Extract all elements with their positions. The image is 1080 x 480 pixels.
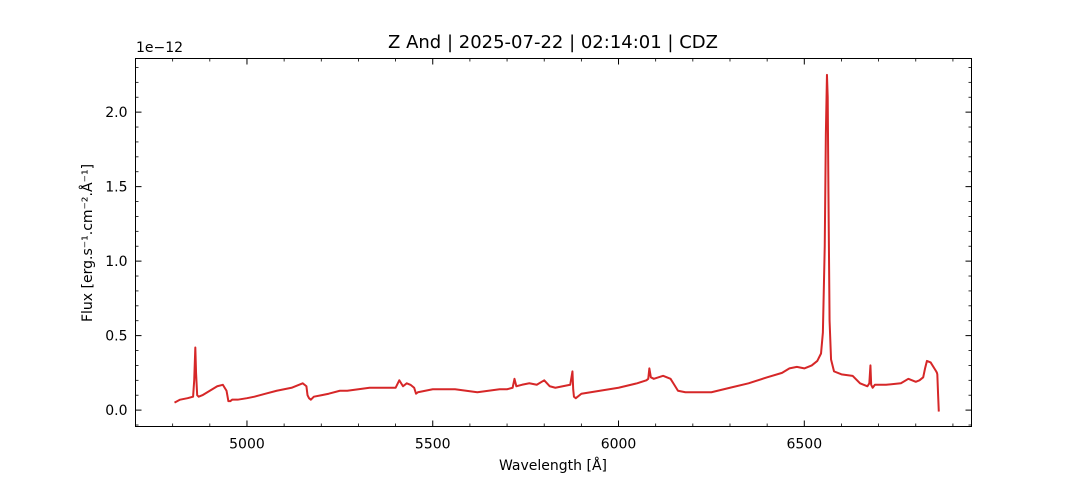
y-offset-label: 1e−12 <box>136 40 183 56</box>
y-tick-label: 0.0 <box>105 403 127 419</box>
y-axis-label: Flux [erg.s⁻¹.cm⁻².Å⁻¹] <box>79 164 96 322</box>
y-tick-labels: 0.0 0.5 1.0 1.5 2.0 <box>105 105 127 419</box>
x-tick-label: 5500 <box>415 437 451 453</box>
chart-title: Z And | 2025-07-22 | 02:14:01 | CDZ <box>388 32 718 53</box>
x-axis-label: Wavelength [Å] <box>499 457 607 474</box>
y-tick-label: 1.0 <box>105 254 127 270</box>
series-layer <box>174 73 940 412</box>
y-tick-label: 0.5 <box>105 329 127 345</box>
y-tick-label: 2.0 <box>105 105 127 121</box>
x-axis-ticks <box>135 58 954 427</box>
plot-area-frame <box>135 58 972 427</box>
y-tick-label: 1.5 <box>105 180 127 196</box>
spectrum-line <box>174 73 940 412</box>
x-tick-label: 6000 <box>601 437 637 453</box>
x-tick-labels: 5000 5500 6000 6500 <box>229 437 822 453</box>
y-axis-ticks <box>135 67 972 426</box>
x-tick-label: 5000 <box>229 437 265 453</box>
x-tick-label: 6500 <box>786 437 822 453</box>
